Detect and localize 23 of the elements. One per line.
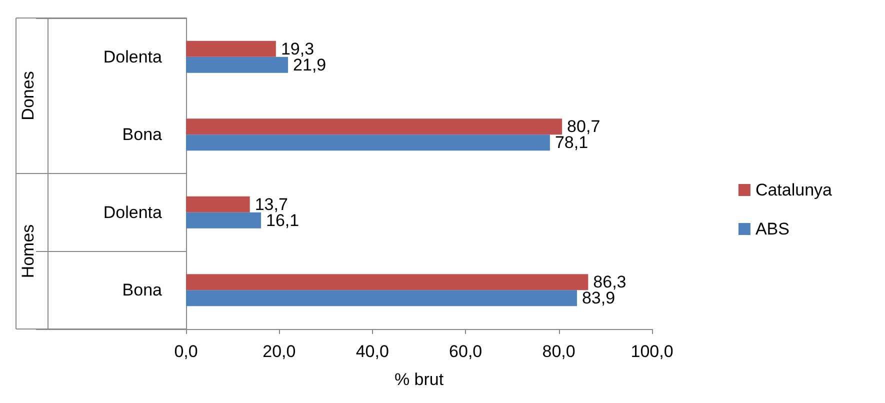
x-tick-label: 40,0	[356, 342, 389, 361]
bar	[186, 196, 250, 212]
x-tick-label: 0,0	[174, 342, 198, 361]
x-axis-title: % brut	[394, 370, 444, 389]
bar	[186, 274, 588, 290]
text: Homes	[18, 224, 38, 278]
x-tick-label: 20,0	[262, 342, 296, 361]
y-tick-label: Dolenta	[103, 202, 163, 222]
legend-label: ABS	[755, 220, 790, 238]
bar	[186, 212, 262, 228]
text: Dones	[18, 71, 38, 120]
bar	[186, 40, 276, 57]
bar	[186, 290, 577, 306]
bar	[186, 118, 562, 135]
y-tick-label: Dolenta	[103, 47, 163, 66]
bar	[186, 56, 288, 73]
x-tick-label: 80,0	[542, 342, 576, 361]
x-tick-label: 100,0	[630, 342, 674, 361]
y-tick-label: Bona	[122, 280, 163, 300]
x-tick-label: 60,0	[449, 342, 482, 361]
legend-label: Catalunya	[755, 180, 833, 200]
bar	[186, 134, 550, 151]
y-tick-label: Bona	[122, 125, 163, 144]
